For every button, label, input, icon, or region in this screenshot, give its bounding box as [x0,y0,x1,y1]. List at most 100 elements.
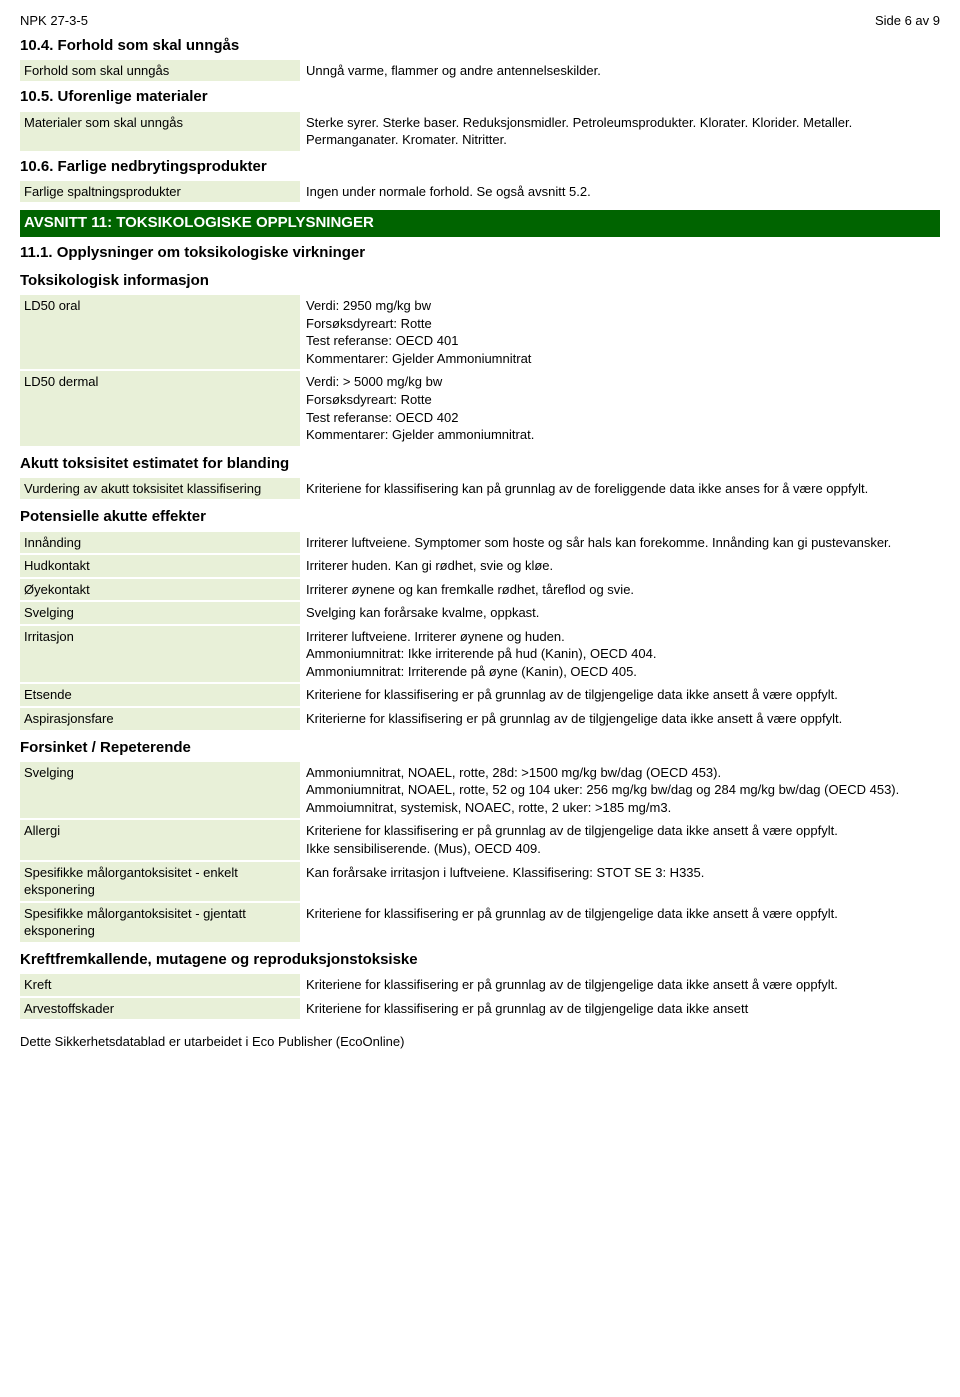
kv-value-line: Kriteriene for klassifisering er på grun… [306,1000,934,1018]
kv-value: Ingen under normale forhold. Se også avs… [300,181,940,203]
kv-value: Ammoniumnitrat, NOAEL, rotte, 28d: >1500… [300,762,940,819]
kv-label: Hudkontakt [20,555,300,577]
section-11-banner: AVSNITT 11: TOKSIKOLOGISKE OPPLYSNINGER [20,210,940,236]
page-header: NPK 27-3-5 Side 6 av 9 [20,12,940,30]
kv-label: Spesifikke målorgantoksisitet - gjentatt… [20,903,300,942]
tox-info-rows: LD50 oralVerdi: 2950 mg/kg bwForsøksdyre… [20,295,940,445]
kv-value-line: Kriteriene for klassifisering er på grun… [306,822,934,840]
kv-value: Irriterer huden. Kan gi rødhet, svie og … [300,555,940,577]
kv-row: AspirasjonsfareKriterierne for klassifis… [20,708,940,730]
section-10-4-rows: Forhold som skal unngås Unngå varme, flam… [20,60,940,82]
kv-value-line: Test referanse: OECD 402 [306,409,934,427]
delayed-rows: Svelging Ammoniumnitrat, NOAEL, rotte, 28… [20,762,940,942]
page-number: Side 6 av 9 [875,12,940,30]
heading-potential: Potensielle akutte effekter [20,507,940,527]
section-10-5-rows: Materialer som skal unngåsSterke syrer. … [20,112,940,151]
heading-10-6: 10.6. Farlige nedbrytingsprodukter [20,157,940,177]
kv-row: Vurdering av akutt toksisitet klassifise… [20,478,940,500]
kv-value: Irriterer luftveiene. Symptomer som host… [300,532,940,554]
kv-value-line: Kommentarer: Gjelder ammoniumnitrat. [306,426,934,444]
kv-row: Kreft Kriteriene for klassifisering er på… [20,974,940,996]
kv-label: Øyekontakt [20,579,300,601]
kv-value: Irriterer luftveiene. Irriterer øynene o… [300,626,940,683]
kv-row: Svelging Svelging kan forårsake kvalme, o… [20,602,940,624]
kv-value-line: Test referanse: OECD 401 [306,332,934,350]
kv-row: Farlige spaltningsprodukter Ingen under n… [20,181,940,203]
kv-value: Unngå varme, flammer og andre antennelse… [300,60,940,82]
kv-value-line: Kriterierne for klassifisering er på gru… [306,710,934,728]
kv-label: Forhold som skal unngås [20,60,300,82]
kv-value-line: Ammoniumnitrat, NOAEL, rotte, 52 og 104 … [306,781,934,799]
kv-value-line: Irriterer luftveiene. Symptomer som host… [306,534,934,552]
kv-value: Kriteriene for klassifisering kan på gru… [300,478,940,500]
kv-value: Kriteriene for klassifisering er på grun… [300,998,940,1020]
kv-label: Kreft [20,974,300,996]
kv-row: Spesifikke målorgantoksisitet - gjentatt… [20,903,940,942]
kv-row: Svelging Ammoniumnitrat, NOAEL, rotte, 28… [20,762,940,819]
kv-value-line: Verdi: 2950 mg/kg bw [306,297,934,315]
kv-value-line: Ammoiumnitrat, systemisk, NOAEC, rotte, … [306,799,934,817]
kv-label: Svelging [20,762,300,819]
kv-value-line: Irriterer luftveiene. Irriterer øynene o… [306,628,934,646]
kv-label: Vurdering av akutt toksisitet klassifise… [20,478,300,500]
kv-value-line: Verdi: > 5000 mg/kg bw [306,373,934,391]
kv-value-line: Svelging kan forårsake kvalme, oppkast. [306,604,934,622]
kv-row: Innånding Irriterer luftveiene. Symptomer… [20,532,940,554]
kv-row: Irritasjon Irriterer luftveiene. Irritere… [20,626,940,683]
kv-label: Innånding [20,532,300,554]
heading-10-5: 10.5. Uforenlige materialer [20,87,940,107]
kv-value-line: Kommentarer: Gjelder Ammoniumnitrat [306,350,934,368]
kv-value: Svelging kan forårsake kvalme, oppkast. [300,602,940,624]
kv-value: Kriteriene for klassifisering er på grun… [300,820,940,859]
kv-value: Kriteriene for klassifisering er på grun… [300,903,940,942]
kv-value-line: Kriteriene for klassifisering kan på gru… [306,480,934,498]
cmr-rows: Kreft Kriteriene for klassifisering er på… [20,974,940,1019]
potential-rows: Innånding Irriterer luftveiene. Symptomer… [20,532,940,730]
kv-value-line: Irriterer øynene og kan fremkalle rødhet… [306,581,934,599]
kv-label: Farlige spaltningsprodukter [20,181,300,203]
kv-row: Materialer som skal unngåsSterke syrer. … [20,112,940,151]
section-10-6-rows: Farlige spaltningsprodukter Ingen under n… [20,181,940,203]
kv-value-line: Ingen under normale forhold. Se også avs… [306,183,934,201]
kv-value-line: Unngå varme, flammer og andre antennelse… [306,62,934,80]
heading-delayed: Forsinket / Repeterende [20,738,940,758]
heading-tox-info: Toksikologisk informasjon [20,271,940,291]
kv-row: Forhold som skal unngås Unngå varme, flam… [20,60,940,82]
kv-value-line: Ammoniumnitrat: Ikke irriterende på hud … [306,645,934,663]
kv-label: Materialer som skal unngås [20,112,300,151]
kv-label: Arvestoffskader [20,998,300,1020]
heading-cmr: Kreftfremkallende, mutagene og reproduks… [20,950,940,970]
kv-value-line: Ikke sensibiliserende. (Mus), OECD 409. [306,840,934,858]
kv-value: Verdi: > 5000 mg/kg bwForsøksdyreart: Ro… [300,371,940,445]
kv-value-line: Kriteriene for klassifisering er på grun… [306,905,934,923]
page-footer: Dette Sikkerhetsdatablad er utarbeidet i… [20,1033,940,1051]
heading-acute: Akutt toksisitet estimatet for blanding [20,454,940,474]
kv-value: Kriteriene for klassifisering er på grun… [300,684,940,706]
kv-value-line: Kriteriene for klassifisering er på grun… [306,686,934,704]
kv-label: Svelging [20,602,300,624]
kv-value-line: Forsøksdyreart: Rotte [306,391,934,409]
kv-row: AllergiKriteriene for klassifisering er … [20,820,940,859]
heading-10-4: 10.4. Forhold som skal unngås [20,36,940,56]
kv-value-line: Sterke syrer. Sterke baser. Reduksjonsmi… [306,114,934,149]
kv-value: Kriteriene for klassifisering er på grun… [300,974,940,996]
kv-row: Arvestoffskader Kriteriene for klassifise… [20,998,940,1020]
kv-value-line: Ammoniumnitrat: Irriterende på øyne (Kan… [306,663,934,681]
kv-label: LD50 dermal [20,371,300,445]
kv-value: Kan forårsake irritasjon i luftveiene. K… [300,862,940,901]
kv-value-line: Forsøksdyreart: Rotte [306,315,934,333]
kv-label: Etsende [20,684,300,706]
kv-row: HudkontaktIrriterer huden. Kan gi rødhet… [20,555,940,577]
kv-value-line: Ammoniumnitrat, NOAEL, rotte, 28d: >1500… [306,764,934,782]
kv-row: LD50 oral Verdi: 2950 mg/kg bwForsøksdyre… [20,295,940,369]
kv-row: LD50 dermalVerdi: > 5000 mg/kg bwForsøks… [20,371,940,445]
kv-value: Kriterierne for klassifisering er på gru… [300,708,940,730]
kv-row: Etsende Kriteriene for klassifisering er … [20,684,940,706]
acute-rows: Vurdering av akutt toksisitet klassifise… [20,478,940,500]
kv-label: Irritasjon [20,626,300,683]
kv-label: LD50 oral [20,295,300,369]
doc-id: NPK 27-3-5 [20,12,88,30]
kv-value-line: Kriteriene for klassifisering er på grun… [306,976,934,994]
kv-row: Spesifikke målorgantoksisitet - enkelt e… [20,862,940,901]
heading-11-1: 11.1. Opplysninger om toksikologiske vir… [20,243,940,263]
